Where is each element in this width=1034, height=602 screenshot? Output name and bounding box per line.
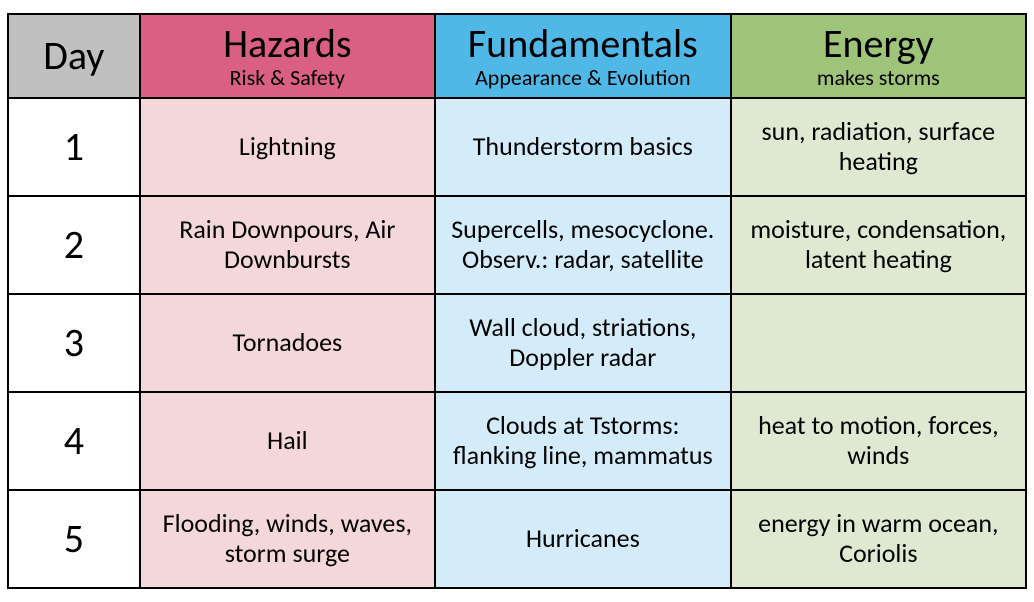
table-row: 4 Hail Clouds at Tstorms: flanking line,… [8,392,1026,490]
day-cell: 2 [8,196,140,294]
header-energy-title: Energy [740,21,1017,67]
energy-cell: moisture, condensation, latent heating [731,196,1026,294]
day-cell: 3 [8,294,140,392]
energy-cell: energy in warm ocean, Coriolis [731,490,1026,588]
hazards-cell: Tornadoes [140,294,435,392]
day-cell: 5 [8,490,140,588]
hazards-cell: Hail [140,392,435,490]
header-row: Day Hazards Risk & Safety Fundamentals A… [8,14,1026,97]
header-hazards-title: Hazards [149,21,426,67]
fundamentals-cell: Wall cloud, striations, Doppler radar [435,294,731,392]
header-hazards: Hazards Risk & Safety [140,14,435,97]
table-row: 2 Rain Downpours, Air Downbursts Superce… [8,196,1026,294]
table-body: 1 Lightning Thunderstorm basics sun, rad… [8,98,1026,588]
fundamentals-cell: Thunderstorm basics [435,98,731,196]
hazards-cell: Flooding, winds, waves, storm surge [140,490,435,588]
header-day: Day [8,14,140,97]
header-fundamentals-subtitle: Appearance & Evolution [444,65,722,90]
hazards-cell: Rain Downpours, Air Downbursts [140,196,435,294]
day-cell: 4 [8,392,140,490]
table-row: 3 Tornadoes Wall cloud, striations, Dopp… [8,294,1026,392]
table-row: 5 Flooding, winds, waves, storm surge Hu… [8,490,1026,588]
fundamentals-cell: Clouds at Tstorms: flanking line, mammat… [435,392,731,490]
header-energy: Energy makes storms [731,14,1026,97]
energy-cell: heat to motion, forces, winds [731,392,1026,490]
table-row: 1 Lightning Thunderstorm basics sun, rad… [8,98,1026,196]
header-fundamentals: Fundamentals Appearance & Evolution [435,14,731,97]
header-energy-subtitle: makes storms [740,65,1017,90]
header-fundamentals-title: Fundamentals [444,21,722,67]
fundamentals-cell: Hurricanes [435,490,731,588]
energy-cell [731,294,1026,392]
hazards-cell: Lightning [140,98,435,196]
energy-cell: sun, radiation, surface heating [731,98,1026,196]
day-cell: 1 [8,98,140,196]
fundamentals-cell: Supercells, mesocyclone. Observ.: radar,… [435,196,731,294]
header-hazards-subtitle: Risk & Safety [149,65,426,90]
schedule-table: Day Hazards Risk & Safety Fundamentals A… [7,13,1027,588]
